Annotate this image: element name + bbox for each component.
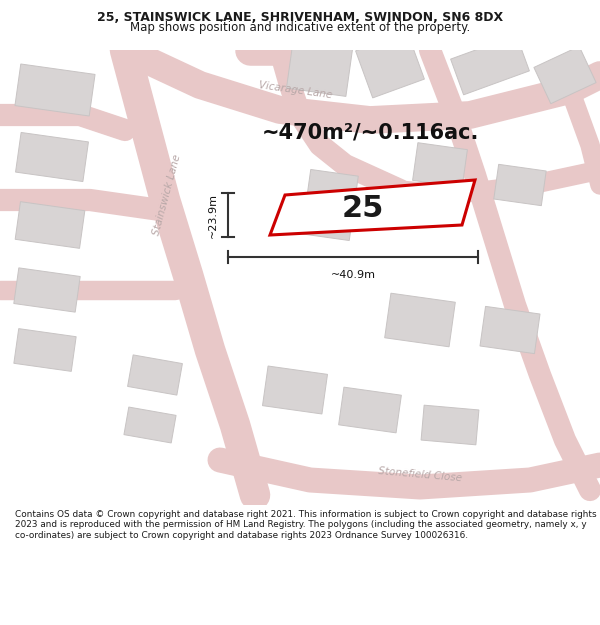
Polygon shape [356,32,424,98]
Text: ~23.9m: ~23.9m [208,192,218,238]
Polygon shape [338,387,401,433]
Text: 25: 25 [342,194,384,223]
Text: Contains OS data © Crown copyright and database right 2021. This information is : Contains OS data © Crown copyright and d… [15,510,596,539]
Text: Vicarage Lane: Vicarage Lane [257,80,332,100]
Polygon shape [286,34,353,96]
Text: Map shows position and indicative extent of the property.: Map shows position and indicative extent… [130,21,470,34]
Polygon shape [421,405,479,445]
Polygon shape [451,35,529,95]
Polygon shape [263,366,328,414]
Polygon shape [270,180,475,235]
Text: ~470m²/~0.116ac.: ~470m²/~0.116ac. [262,123,479,143]
Polygon shape [14,268,80,312]
Polygon shape [16,132,88,181]
Polygon shape [302,169,358,241]
Polygon shape [413,142,467,188]
Text: ~40.9m: ~40.9m [331,270,376,280]
Polygon shape [124,407,176,443]
Text: Stainswick Lane: Stainswick Lane [151,153,182,237]
Text: Stonefield Close: Stonefield Close [378,466,462,484]
Polygon shape [494,164,546,206]
Polygon shape [15,64,95,116]
Polygon shape [385,293,455,347]
Polygon shape [534,46,596,104]
Polygon shape [15,202,85,248]
Text: 25, STAINSWICK LANE, SHRIVENHAM, SWINDON, SN6 8DX: 25, STAINSWICK LANE, SHRIVENHAM, SWINDON… [97,11,503,24]
Polygon shape [128,355,182,395]
Polygon shape [480,306,540,354]
Polygon shape [14,329,76,371]
